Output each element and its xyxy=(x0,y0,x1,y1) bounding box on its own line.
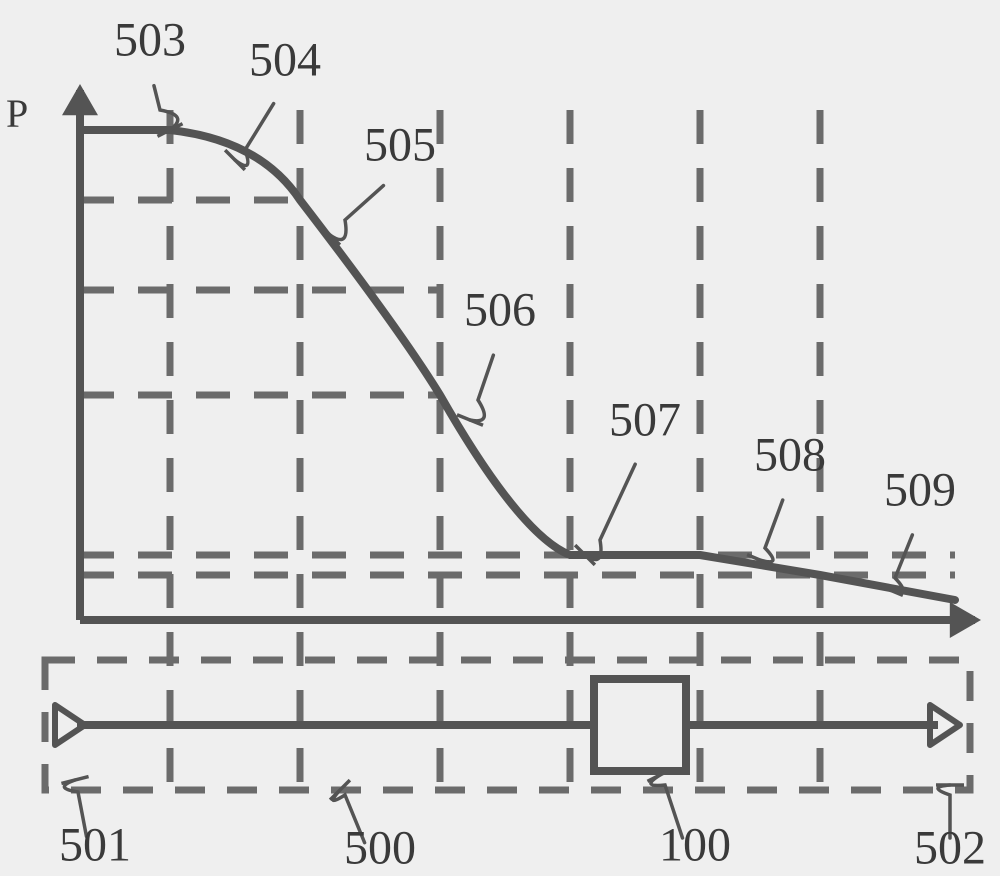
figure-root: 503 504 505 506 507 508 509 501 500 100 502 P xyxy=(0,0,1000,874)
callout-label-507: 507 xyxy=(609,393,681,448)
component-block xyxy=(594,679,686,771)
callout-label-502: 502 xyxy=(914,821,986,876)
callout-label-509: 509 xyxy=(884,463,956,518)
callout-label-504: 504 xyxy=(249,33,321,88)
callout-label-508: 508 xyxy=(754,428,826,483)
callout-label-505: 505 xyxy=(364,118,436,173)
callout-label-100: 100 xyxy=(659,818,731,873)
y-axis-label: P xyxy=(6,90,28,137)
callout-label-500: 500 xyxy=(344,821,416,876)
diagram-svg xyxy=(0,0,1000,874)
callout-label-503: 503 xyxy=(114,13,186,68)
callout-label-501: 501 xyxy=(59,818,131,873)
callout-label-506: 506 xyxy=(464,283,536,338)
